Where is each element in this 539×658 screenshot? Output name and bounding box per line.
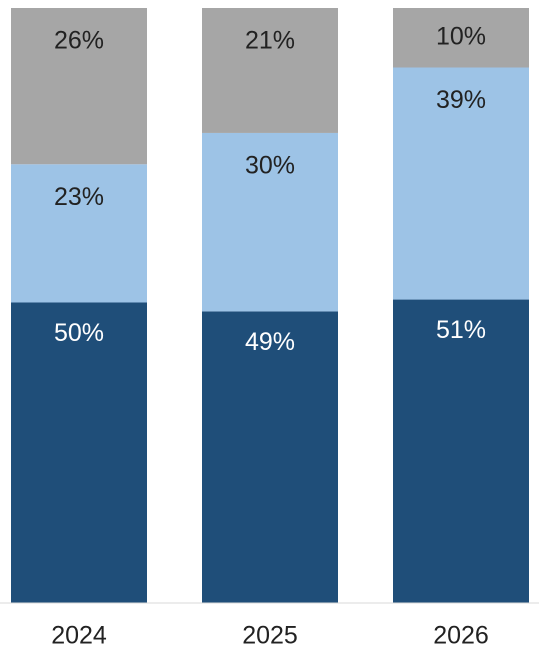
bar-segment-2025-series-2: [202, 132, 338, 312]
data-label-2025-series-3: 21%: [245, 27, 295, 55]
bar-segment-2024-series-1: [11, 302, 147, 603]
bar-segment-2026-series-2: [393, 67, 529, 300]
x-tick-label-2025: 2025: [242, 622, 298, 650]
data-label-2026-series-3: 10%: [436, 22, 486, 50]
bar-segment-2024-series-2: [11, 164, 147, 303]
bar-segment-2025-series-1: [202, 311, 338, 603]
data-label-2025-series-1: 49%: [245, 328, 295, 356]
data-label-2026-series-1: 51%: [436, 316, 486, 344]
segment-labels-layer: 50% 23% 26% 49% 30% 21% 51% 39% 10%: [54, 22, 486, 356]
x-tick-labels: 2024 2025 2026: [51, 622, 489, 650]
data-label-2026-series-2: 39%: [436, 86, 486, 114]
bar-segment-2026-series-1: [393, 299, 529, 603]
x-tick-label-2024: 2024: [51, 622, 107, 650]
data-label-2024-series-2: 23%: [54, 183, 104, 211]
bar-segment-2025-series-3: [202, 8, 338, 133]
bar-segment-2024-series-3: [11, 8, 147, 165]
data-label-2024-series-3: 26%: [54, 27, 104, 55]
data-label-2025-series-2: 30%: [245, 152, 295, 180]
data-label-2024-series-1: 50%: [54, 319, 104, 347]
bar-segment-2026-series-3: [393, 8, 529, 68]
bars-layer: [11, 8, 529, 603]
x-tick-label-2026: 2026: [433, 622, 489, 650]
